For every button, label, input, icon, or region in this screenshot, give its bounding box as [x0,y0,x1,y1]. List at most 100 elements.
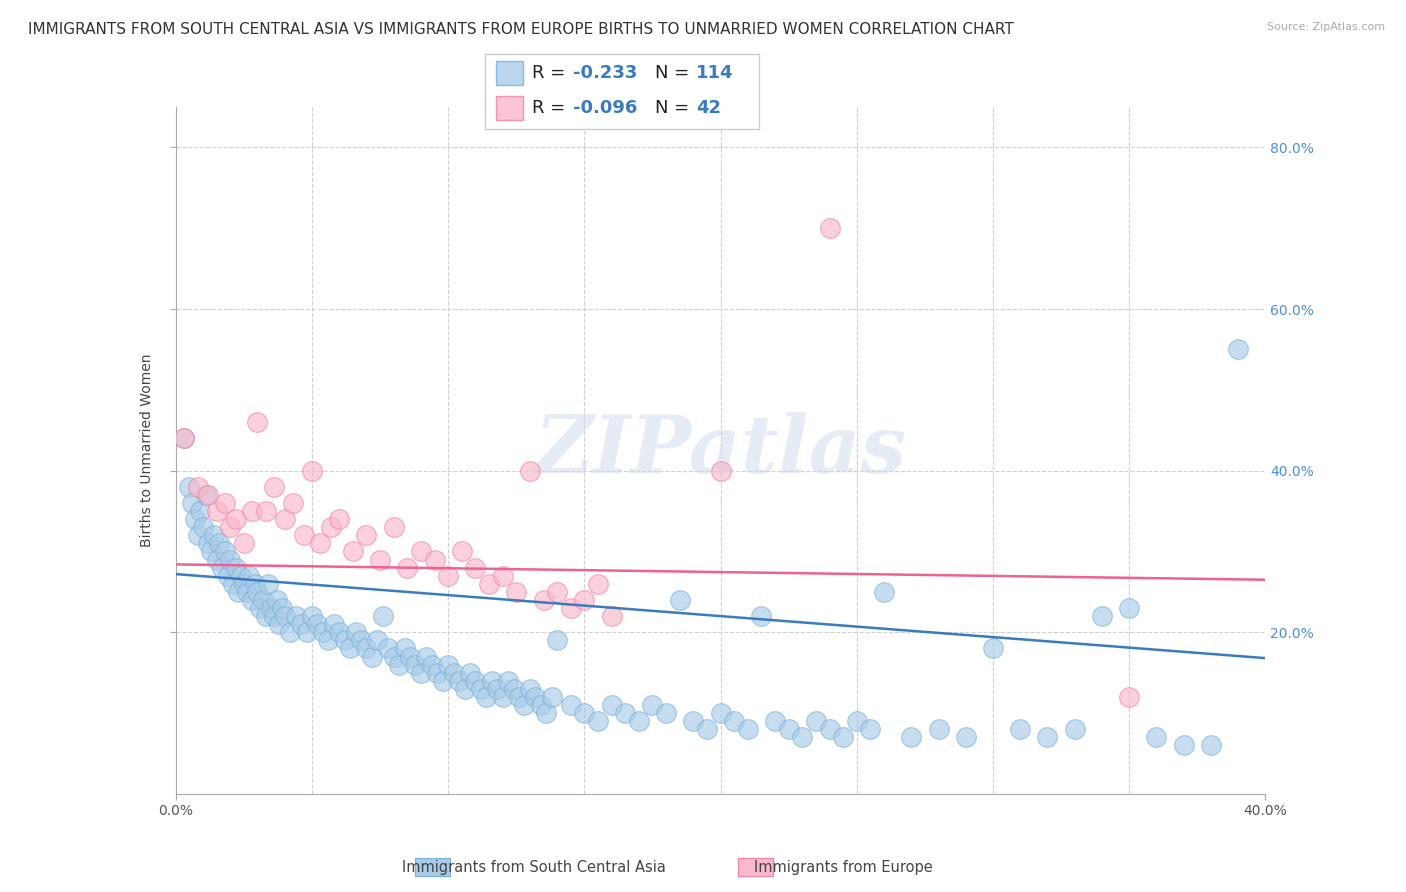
Point [586,714,609,728]
Point [710,706,733,720]
Point [655,706,678,720]
Point [319,520,342,534]
Point [350,633,373,648]
Point [792,731,814,745]
Point [530,698,553,712]
Point [859,723,882,737]
Point [668,593,690,607]
Point [481,673,503,688]
Point [737,723,759,737]
Point [366,633,388,648]
Point [219,520,242,534]
Point [188,504,211,518]
Point [600,609,623,624]
Point [186,480,209,494]
Point [586,576,609,591]
Point [217,568,239,582]
Point [328,512,350,526]
Point [464,673,486,688]
Point [328,625,350,640]
Point [1118,690,1140,704]
Point [295,625,318,640]
Point [231,568,253,582]
Point [173,431,195,445]
Point [873,585,896,599]
Point [377,641,399,656]
Point [240,504,263,518]
Y-axis label: Births to Unmarried Women: Births to Unmarried Women [141,354,155,547]
Point [254,504,277,518]
Point [519,681,541,696]
Point [763,714,786,728]
Point [492,568,515,582]
Point [540,690,562,704]
Point [252,593,274,607]
Text: Immigrants from South Central Asia: Immigrants from South Central Asia [402,860,666,874]
Point [254,609,277,624]
Point [804,714,827,728]
Point [200,544,222,558]
Point [191,520,214,534]
Point [344,625,367,640]
Point [214,544,236,558]
Point [955,731,977,745]
Point [723,714,745,728]
Point [818,221,841,235]
Point [475,690,498,704]
Point [266,593,288,607]
Point [450,544,472,558]
Point [409,665,432,680]
Point [1227,343,1250,357]
Point [415,649,437,664]
Point [235,585,257,599]
Point [281,496,304,510]
Point [447,673,470,688]
Point [388,657,411,672]
Point [232,576,254,591]
Point [181,496,204,510]
Point [426,665,449,680]
Point [405,657,427,672]
Point [205,504,228,518]
Point [560,601,582,615]
Point [1063,723,1085,737]
Point [274,609,297,624]
Point [420,657,443,672]
Point [225,512,247,526]
Point [271,601,294,615]
Point [382,649,405,664]
Text: R =: R = [531,99,571,117]
Point [432,673,454,688]
Point [574,706,596,720]
Point [249,601,271,615]
Text: N =: N = [655,99,695,117]
Text: Immigrants from Europe: Immigrants from Europe [754,860,934,874]
Point [238,568,260,582]
Point [1118,601,1140,615]
Point [360,649,382,664]
Point [486,681,509,696]
Point [900,731,922,745]
Point [269,617,291,632]
Point [194,488,217,502]
Point [496,673,519,688]
Text: R =: R = [531,64,571,82]
Point [356,641,378,656]
Text: 114: 114 [696,64,734,82]
Point [682,714,704,728]
Point [318,633,340,648]
Point [301,464,323,478]
Point [211,560,233,574]
Point [478,576,501,591]
Point [818,723,841,737]
Point [696,723,718,737]
Point [600,698,623,712]
Point [292,528,315,542]
Point [368,552,391,566]
Text: N =: N = [655,64,695,82]
Point [453,681,475,696]
Point [423,552,446,566]
Point [301,609,323,624]
FancyBboxPatch shape [496,62,523,86]
Point [284,609,307,624]
